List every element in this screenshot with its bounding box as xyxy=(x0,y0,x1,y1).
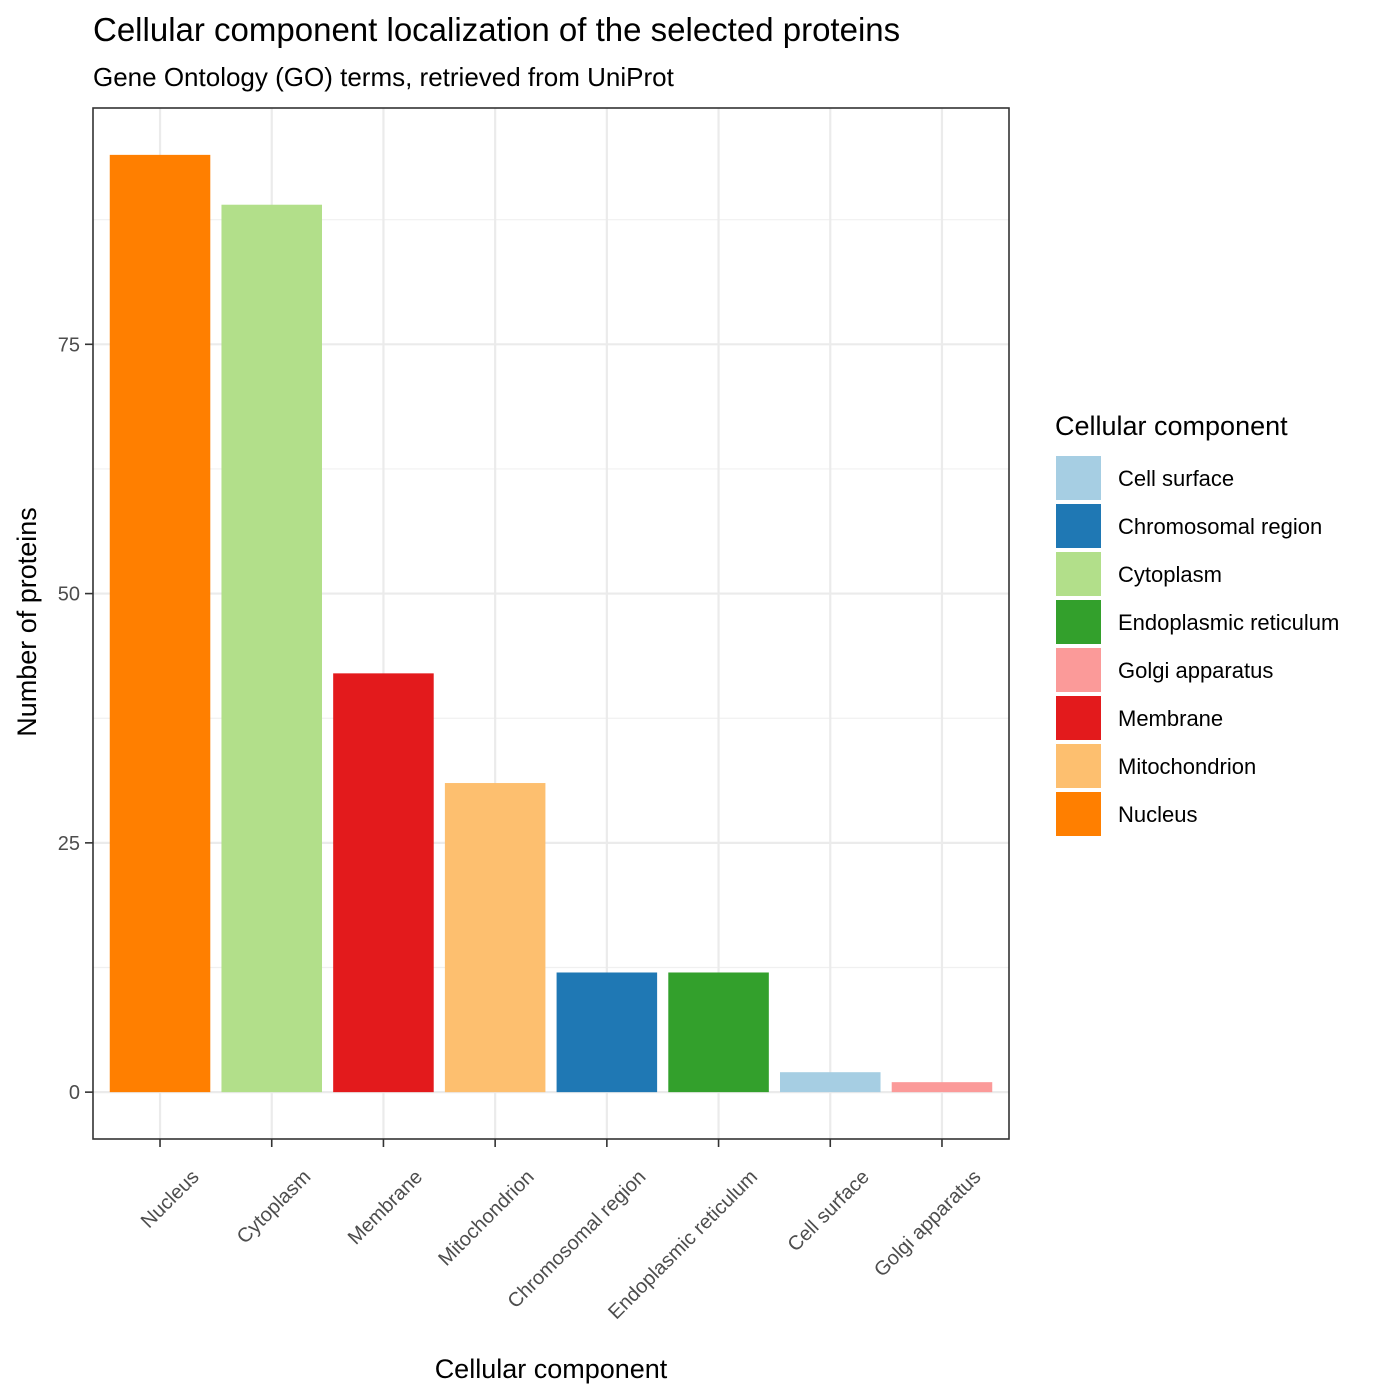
bar-golgi-apparatus xyxy=(891,1082,993,1093)
legend-label: Cytoplasm xyxy=(1118,562,1222,587)
legend-items: Cell surface Chromosomal region Cytoplasm E… xyxy=(1056,456,1339,836)
legend-key xyxy=(1056,744,1101,788)
bar-cytoplasm xyxy=(221,204,322,1093)
x-axis: Nucleus Cytoplasm Membrane MitochondrionChr… xyxy=(137,1139,986,1324)
legend-label: Nucleus xyxy=(1118,802,1197,827)
bar-nucleus xyxy=(109,154,211,1093)
y-axis-title: Number of proteins xyxy=(12,507,42,737)
x-tick-label: Nucleus xyxy=(137,1166,204,1233)
x-tick-label: Golgi apparatus xyxy=(870,1166,985,1281)
bar-membrane xyxy=(333,673,434,1093)
legend-label: Golgi apparatus xyxy=(1118,658,1273,683)
x-tick-label: Membrane xyxy=(344,1166,427,1249)
x-tick-label: Cytoplasm xyxy=(233,1166,315,1248)
legend: Cellular component Cell surface Chromosom… xyxy=(1055,411,1339,836)
y-axis: 0 25 50 75 xyxy=(58,334,93,1104)
chart-subtitle: Gene Ontology (GO) terms, retrieved from… xyxy=(93,62,675,92)
y-tick-label: 0 xyxy=(69,1082,80,1104)
bar-mitochondrion xyxy=(444,783,546,1093)
legend-key xyxy=(1056,456,1101,500)
panel-border xyxy=(92,107,1010,1140)
legend-key xyxy=(1056,648,1101,692)
legend-label: Chromosomal region xyxy=(1118,514,1322,539)
bar-chromosomal-region xyxy=(556,972,658,1093)
bars xyxy=(109,154,993,1093)
plot-area: 0 25 50 75 Nucleus Cytoplasm Membrane Mitochon… xyxy=(58,107,1010,1324)
legend-key xyxy=(1056,600,1101,644)
chart-title: Cellular component localization of the s… xyxy=(93,11,900,48)
legend-title: Cellular component xyxy=(1055,411,1288,441)
bar-endoplasmic-reticulum xyxy=(668,972,769,1093)
y-tick-label: 25 xyxy=(58,833,80,855)
legend-label: Endoplasmic reticulum xyxy=(1118,610,1339,635)
legend-label: Membrane xyxy=(1118,706,1223,731)
legend-label: Cell surface xyxy=(1118,466,1234,491)
legend-key xyxy=(1056,696,1101,740)
legend-key xyxy=(1056,504,1101,548)
bar-cell-surface xyxy=(780,1072,881,1093)
legend-key xyxy=(1056,792,1101,836)
x-axis-title: Cellular component xyxy=(435,1354,668,1384)
y-tick-label: 75 xyxy=(58,334,80,356)
x-tick-label: Mitochondrion xyxy=(434,1166,538,1270)
x-tick-label: Cell surface xyxy=(784,1166,874,1256)
legend-key xyxy=(1056,552,1101,596)
legend-label: Mitochondrion xyxy=(1118,754,1256,779)
y-tick-label: 50 xyxy=(58,584,80,606)
